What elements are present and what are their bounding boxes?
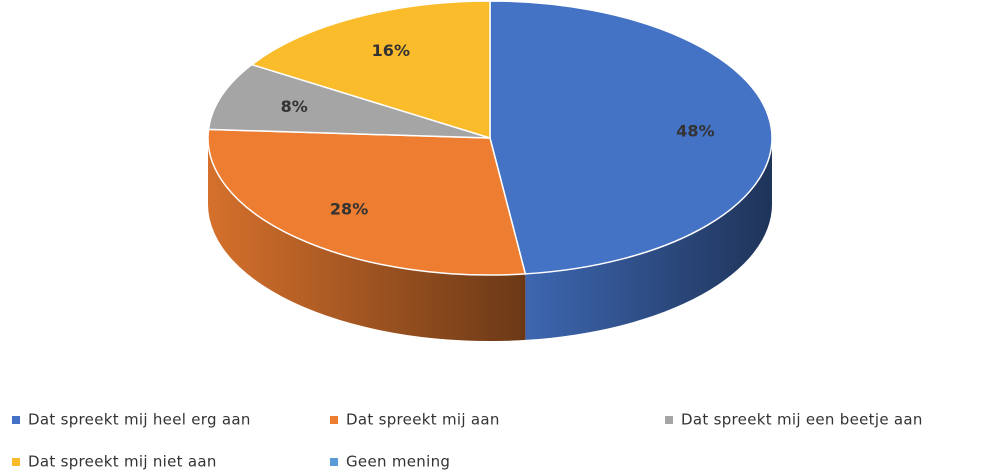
legend-swatch (330, 416, 338, 424)
data-label: 28% (330, 199, 368, 218)
legend-label: Dat spreekt mij heel erg aan (28, 411, 251, 429)
slice-side-shade (208, 138, 526, 341)
data-label: 48% (676, 121, 714, 140)
slice (207, 128, 527, 276)
data-label: 16% (372, 41, 410, 60)
slice (489, 0, 773, 275)
legend-label: Dat spreekt mij aan (346, 411, 500, 429)
legend-label: Dat spreekt mij niet aan (28, 453, 217, 471)
slice (207, 63, 491, 139)
data-label: 8% (281, 97, 308, 116)
legend-swatch (12, 458, 20, 466)
legend-label: Geen mening (346, 453, 450, 471)
legend-swatch (665, 416, 673, 424)
slice-side-shade (525, 138, 772, 340)
slice (250, 0, 491, 140)
legend-swatch (12, 416, 20, 424)
legend-swatch (330, 458, 338, 466)
legend-label: Dat spreekt mij een beetje aan (681, 411, 923, 429)
